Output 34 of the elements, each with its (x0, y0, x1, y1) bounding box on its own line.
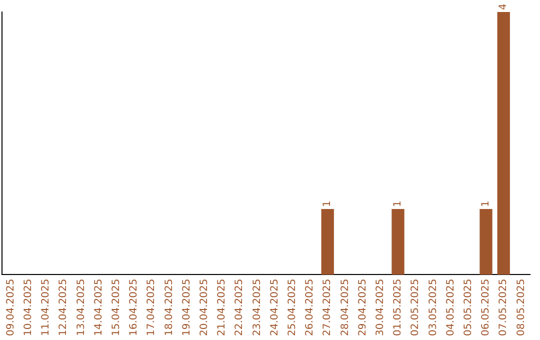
x-tick-label: 26.04.2025 (304, 278, 316, 336)
x-tick-label: 24.04.2025 (269, 278, 280, 336)
x-tick-label: 23.04.2025 (252, 278, 263, 336)
x-tick-label: 09.04.2025 (5, 278, 16, 336)
data-label: 1 (480, 200, 492, 208)
x-tick-label: 02.05.2025 (410, 278, 422, 336)
x-tick-label: 04.05.2025 (445, 278, 456, 336)
x-tick-label: 06.05.2025 (480, 278, 492, 336)
x-tick-label: 25.04.2025 (286, 278, 298, 336)
x-tick-label: 16.04.2025 (128, 278, 140, 336)
x-tick-label: 01.05.2025 (392, 278, 404, 336)
data-label: 4 (498, 4, 510, 10)
x-tick-label: 21.04.2025 (216, 278, 228, 336)
data-label: 1 (322, 200, 334, 208)
x-tick-label: 28.04.2025 (340, 278, 351, 336)
x-tick-label: 18.04.2025 (164, 278, 175, 336)
x-tick-label: 17.04.2025 (146, 278, 158, 336)
x-tick-label: 19.04.2025 (181, 278, 192, 336)
x-tick-label: 22.04.2025 (234, 278, 246, 336)
x-tick-label: 12.04.2025 (58, 278, 70, 336)
data-label: 1 (392, 200, 404, 208)
x-tick-label: 27.04.2025 (322, 278, 334, 336)
x-tick-label: 29.04.2025 (357, 278, 368, 336)
x-tick-label: 15.04.2025 (110, 278, 122, 336)
x-tick-label: 13.04.2025 (76, 278, 87, 336)
x-tick-label: 14.04.2025 (93, 278, 104, 336)
x-tick-label: 10.04.2025 (22, 278, 34, 336)
x-tick-label: 11.04.2025 (40, 278, 52, 336)
x-tick-label: 08.05.2025 (516, 278, 527, 336)
x-tick-label: 03.05.2025 (428, 278, 439, 336)
x-tick-label: 30.04.2025 (374, 278, 386, 336)
x-tick-label: 20.04.2025 (198, 278, 210, 336)
x-tick-label: 07.05.2025 (498, 278, 510, 336)
x-tick-label: 05.05.2025 (462, 278, 474, 336)
